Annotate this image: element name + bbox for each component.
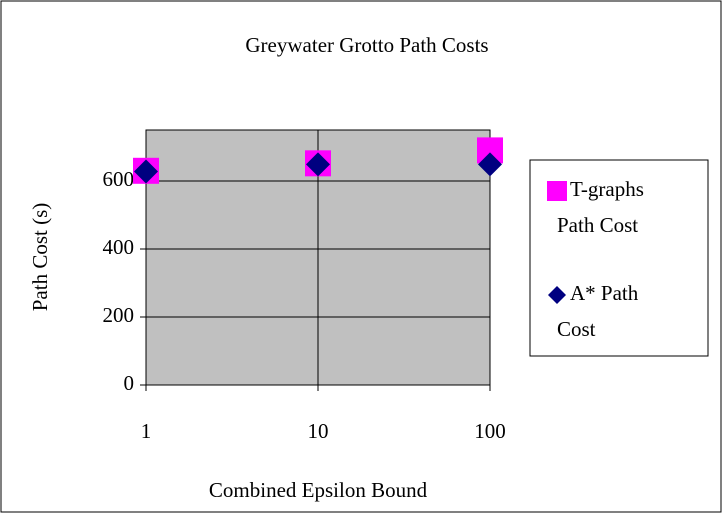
- y-tick-label: 600: [103, 167, 135, 191]
- diamond-marker: [478, 152, 502, 177]
- x-tick-label: 1: [141, 419, 152, 443]
- y-tick-label: 200: [103, 303, 135, 327]
- y-axis-label: Path Cost (s): [28, 203, 52, 312]
- y-tick-label: 0: [124, 371, 135, 395]
- x-tick-label: 10: [308, 419, 329, 443]
- x-tick-label: 100: [474, 419, 506, 443]
- square-marker: [547, 181, 567, 201]
- legend-label: A* Path Cost: [557, 281, 639, 341]
- diamond-marker: [548, 286, 566, 304]
- y-tick-label: 400: [103, 235, 135, 259]
- diamond-marker: [306, 152, 330, 177]
- x-axis-label: Combined Epsilon Bound: [209, 478, 428, 502]
- chart-title: Greywater Grotto Path Costs: [245, 33, 488, 57]
- legend-label: T-graphs Path Cost: [557, 177, 644, 237]
- diamond-marker: [134, 159, 158, 184]
